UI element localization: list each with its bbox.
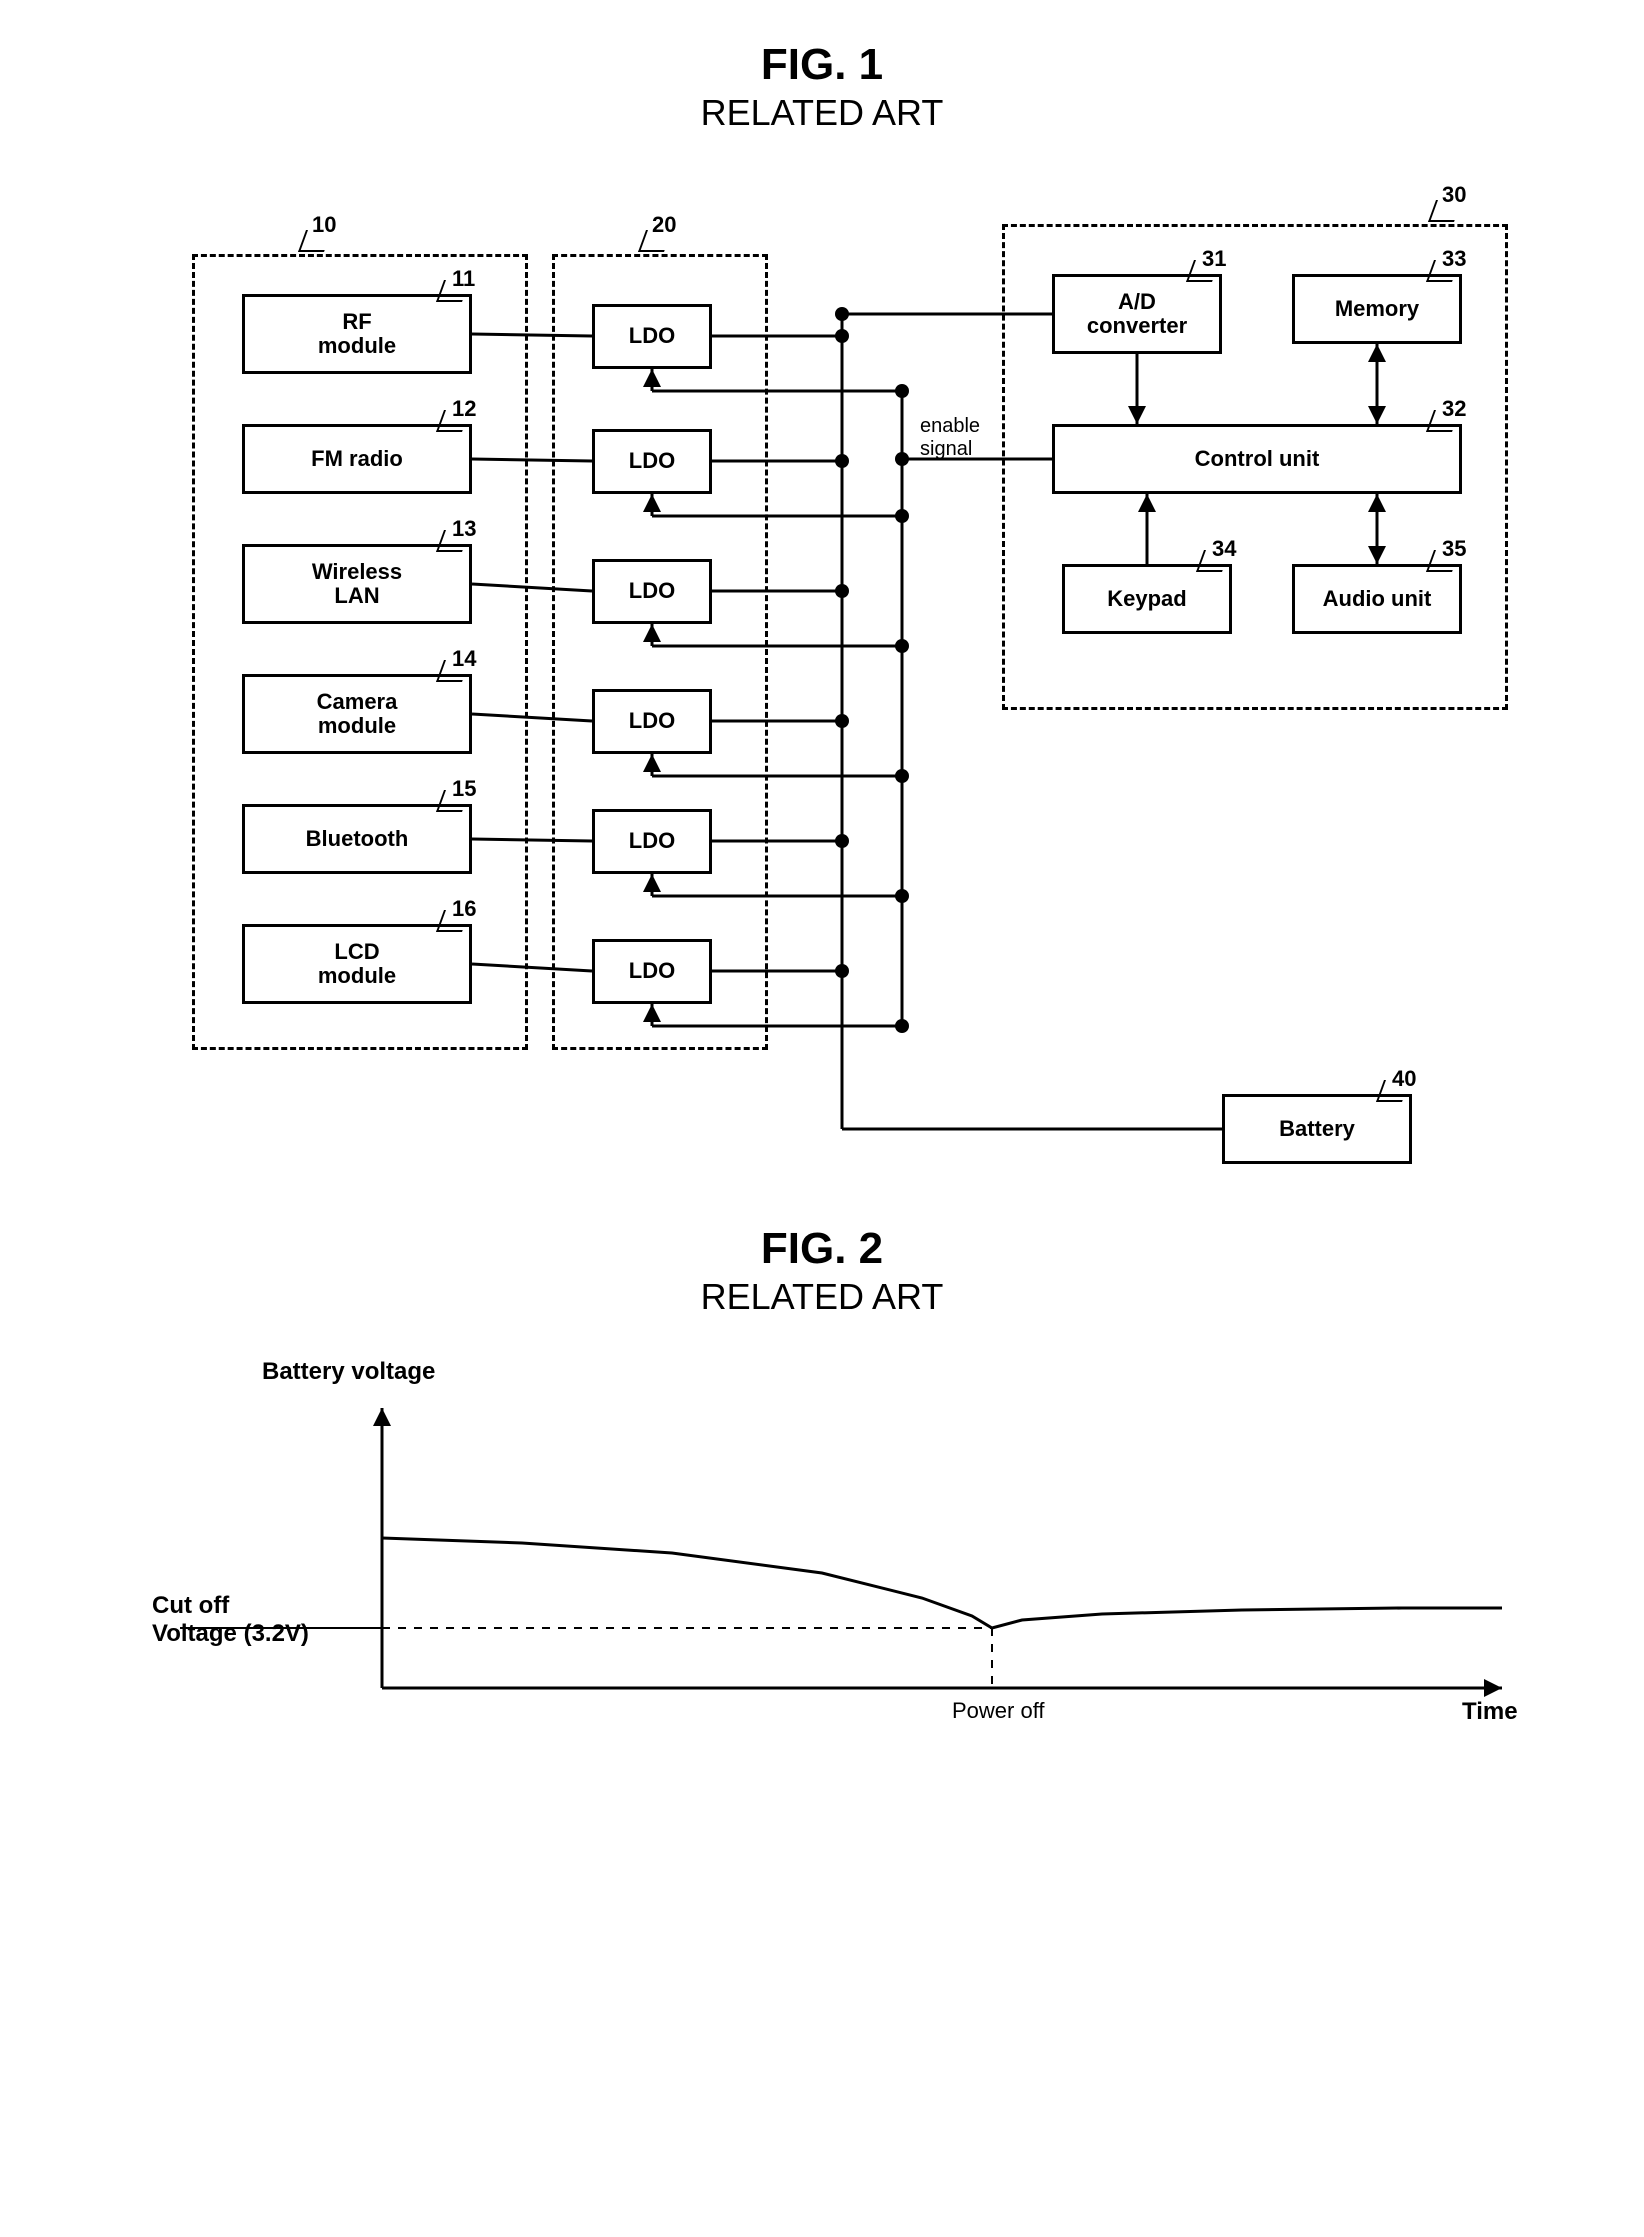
battery-block: Battery	[1222, 1094, 1412, 1164]
ldo-5: LDO	[592, 939, 712, 1004]
fig2-poweroff-label: Power off	[952, 1698, 1045, 1724]
module-12: FM radio	[242, 424, 472, 494]
fig1-subtitle: RELATED ART	[40, 92, 1604, 134]
keypad-block: Keypad	[1062, 564, 1232, 634]
ctrl-block: Control unit	[1052, 424, 1462, 494]
ldo-3: LDO	[592, 689, 712, 754]
ldo-2: LDO	[592, 559, 712, 624]
fig2-title: FIG. 2	[40, 1224, 1604, 1274]
fig2-cutoff-label: Cut off Voltage (3.2V)	[152, 1592, 309, 1648]
module-11: RF module	[242, 294, 472, 374]
module-16: LCD module	[242, 924, 472, 1004]
ldo-0: LDO	[592, 304, 712, 369]
fig2-ylabel: Battery voltage	[262, 1358, 435, 1386]
enable-signal-label: enable signal	[920, 415, 980, 461]
audio-block: Audio unit	[1292, 564, 1462, 634]
ldo-4: LDO	[592, 809, 712, 874]
module-15: Bluetooth	[242, 804, 472, 874]
fig2-subtitle: RELATED ART	[40, 1276, 1604, 1318]
fig2-xlabel: Time	[1462, 1698, 1518, 1726]
adc-block: A/D converter	[1052, 274, 1222, 354]
fig1-diagram: 102030RF module11FM radio12Wireless LAN1…	[122, 164, 1522, 1184]
fig1-title: FIG. 1	[40, 40, 1604, 90]
fig2-wiring	[122, 1348, 1522, 1748]
module-14: Camera module	[242, 674, 472, 754]
module-13: Wireless LAN	[242, 544, 472, 624]
ldo-1: LDO	[592, 429, 712, 494]
memory-block: Memory	[1292, 274, 1462, 344]
fig2-chart: Battery voltage Cut off Voltage (3.2V) Tim…	[122, 1348, 1522, 1748]
group-20	[552, 254, 768, 1050]
